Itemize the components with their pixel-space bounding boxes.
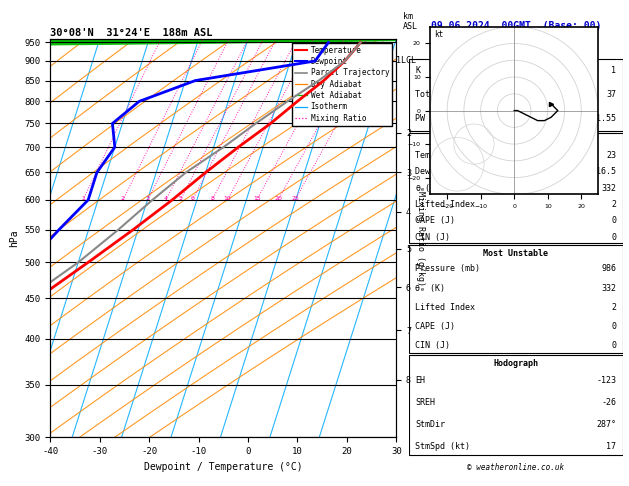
Text: Lifted Index: Lifted Index	[415, 303, 476, 312]
Text: CIN (J): CIN (J)	[415, 233, 450, 242]
Text: Pressure (mb): Pressure (mb)	[415, 264, 481, 274]
Text: -26: -26	[601, 398, 616, 407]
Y-axis label: Mixing Ratio (g/kg): Mixing Ratio (g/kg)	[416, 191, 425, 286]
Text: 8: 8	[210, 196, 214, 202]
Text: 23: 23	[606, 151, 616, 160]
Text: 1: 1	[81, 196, 85, 202]
Text: 1LCL: 1LCL	[396, 56, 416, 66]
Text: Totals Totals: Totals Totals	[415, 90, 481, 99]
Legend: Temperature, Dewpoint, Parcel Trajectory, Dry Adiabat, Wet Adiabat, Isotherm, Mi: Temperature, Dewpoint, Parcel Trajectory…	[292, 43, 392, 125]
Text: CAPE (J): CAPE (J)	[415, 322, 455, 331]
Text: 332: 332	[601, 283, 616, 293]
Text: 2: 2	[611, 200, 616, 209]
Text: 3: 3	[146, 196, 150, 202]
Text: StmSpd (kt): StmSpd (kt)	[415, 442, 470, 451]
Text: © weatheronline.co.uk: © weatheronline.co.uk	[467, 463, 564, 471]
Text: PW (cm): PW (cm)	[415, 115, 450, 123]
Text: 1: 1	[611, 66, 616, 75]
Text: SREH: SREH	[415, 398, 435, 407]
Text: 10: 10	[224, 196, 231, 202]
Text: EH: EH	[415, 376, 425, 384]
Text: 30°08'N  31°24'E  188m ASL: 30°08'N 31°24'E 188m ASL	[50, 28, 213, 38]
Text: θₑ (K): θₑ (K)	[415, 283, 445, 293]
Bar	[409, 133, 623, 243]
Text: Dewp (°C): Dewp (°C)	[415, 167, 460, 176]
Text: 6: 6	[191, 196, 194, 202]
Text: 986: 986	[601, 264, 616, 274]
Text: km
ASL: km ASL	[403, 12, 418, 31]
Text: 4: 4	[164, 196, 168, 202]
Text: 0: 0	[611, 233, 616, 242]
Text: Surface: Surface	[498, 137, 533, 146]
Text: 17: 17	[606, 442, 616, 451]
Text: Temp (°C): Temp (°C)	[415, 151, 460, 160]
Bar	[409, 59, 623, 131]
Text: CAPE (J): CAPE (J)	[415, 216, 455, 226]
Text: 37: 37	[606, 90, 616, 99]
Y-axis label: hPa: hPa	[9, 229, 19, 247]
Text: 332: 332	[601, 184, 616, 192]
Text: 09.06.2024  00GMT  (Base: 00): 09.06.2024 00GMT (Base: 00)	[431, 21, 601, 32]
Text: 2: 2	[121, 196, 125, 202]
Text: 0: 0	[611, 341, 616, 350]
Text: K: K	[415, 66, 420, 75]
Text: 25: 25	[291, 196, 299, 202]
Text: 15: 15	[253, 196, 260, 202]
Text: Lifted Index: Lifted Index	[415, 200, 476, 209]
Text: StmDir: StmDir	[415, 420, 445, 429]
Text: 1.55: 1.55	[596, 115, 616, 123]
Text: 20: 20	[274, 196, 282, 202]
Text: Hodograph: Hodograph	[493, 359, 538, 368]
Text: 5: 5	[179, 196, 182, 202]
Text: CIN (J): CIN (J)	[415, 341, 450, 350]
Bar	[409, 355, 623, 455]
Text: Most Unstable: Most Unstable	[483, 249, 548, 258]
X-axis label: Dewpoint / Temperature (°C): Dewpoint / Temperature (°C)	[144, 462, 303, 472]
Text: 0: 0	[611, 322, 616, 331]
Text: 16.5: 16.5	[596, 167, 616, 176]
Text: 287°: 287°	[596, 420, 616, 429]
Text: -123: -123	[596, 376, 616, 384]
Text: 0: 0	[611, 216, 616, 226]
Bar	[409, 245, 623, 353]
Text: θₑ(K): θₑ(K)	[415, 184, 440, 192]
Text: 2: 2	[611, 303, 616, 312]
Text: kt: kt	[434, 30, 443, 39]
